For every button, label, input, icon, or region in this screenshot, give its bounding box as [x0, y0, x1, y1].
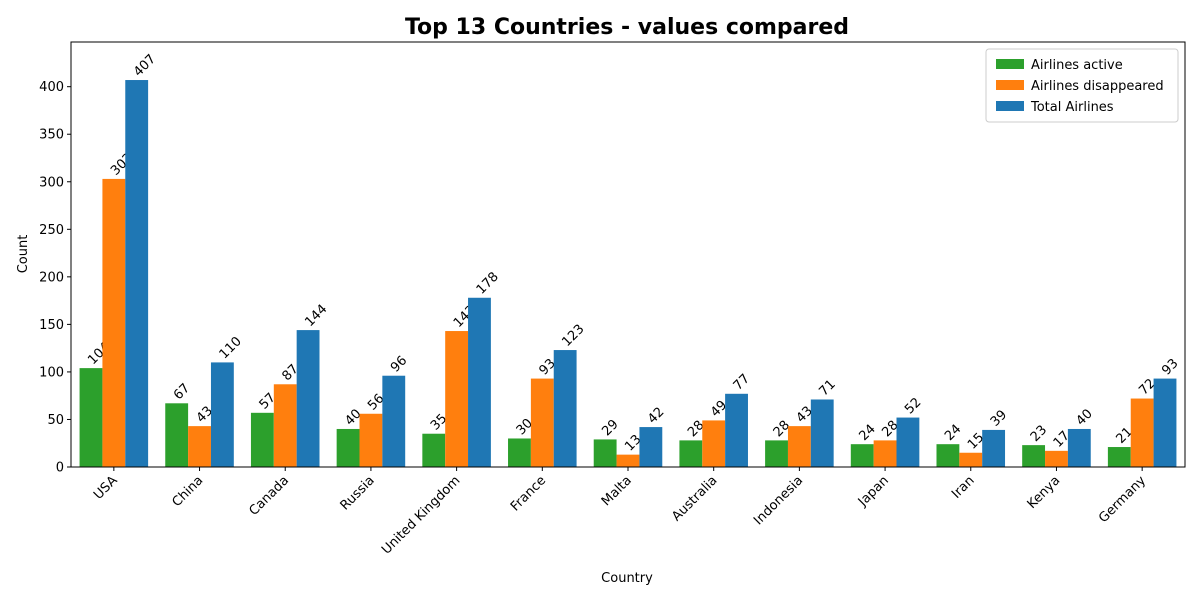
x-tick-label: Canada: [246, 473, 292, 519]
data-label: 123: [559, 322, 587, 350]
y-tick-label: 200: [39, 270, 64, 285]
data-label: 23: [1028, 423, 1050, 445]
x-axis-label: Country: [601, 571, 653, 586]
y-tick-label: 300: [39, 175, 64, 190]
x-tick-label: France: [508, 473, 549, 514]
bar: [273, 384, 297, 467]
bar: [936, 444, 960, 467]
x-tick-label: United Kingdom: [379, 473, 463, 557]
bar: [553, 350, 577, 467]
x-tick-label: Malta: [599, 473, 635, 509]
bar: [445, 331, 469, 467]
y-tick-label: 250: [39, 223, 64, 238]
bar: [873, 440, 897, 467]
y-tick-label: 400: [39, 80, 64, 95]
data-label: 144: [302, 302, 330, 330]
data-label: 29: [599, 417, 621, 439]
bar: [765, 440, 788, 467]
legend-label: Total Airlines: [1030, 100, 1114, 115]
x-tick-label: Kenya: [1025, 473, 1064, 512]
bar: [250, 412, 274, 467]
data-label: 407: [131, 52, 159, 80]
bar: [1022, 445, 1046, 467]
bar: [210, 362, 234, 467]
bar: [336, 428, 360, 467]
x-axis: USA China Canada Russia United Kingdom France…: [91, 467, 1149, 558]
bar: [79, 368, 103, 467]
bar: [850, 444, 874, 467]
y-tick-label: 50: [47, 413, 64, 428]
bar: [530, 378, 554, 467]
bar: [125, 80, 149, 467]
plot-area: 1043034076743110578714440569635143178309…: [70, 41, 1186, 468]
bar: [1045, 450, 1068, 467]
y-tick-label: 150: [39, 318, 64, 333]
legend-label: Airlines disappeared: [1031, 79, 1164, 94]
x-tick-label: Russia: [338, 473, 378, 513]
bar: [1107, 447, 1131, 467]
bar: [616, 454, 640, 467]
y-tick-label: 0: [56, 461, 64, 476]
data-label: 96: [388, 353, 410, 375]
x-tick-label: Iran: [949, 473, 978, 502]
legend-box: [985, 48, 1179, 123]
bar: [1067, 428, 1091, 467]
x-tick-label: Japan: [855, 473, 892, 510]
y-axis-label: Count: [16, 235, 31, 274]
bar: [422, 433, 446, 467]
bar: [725, 393, 748, 467]
x-tick-label: Indonesia: [751, 473, 806, 528]
data-label: 110: [217, 334, 245, 362]
data-label: 93: [1159, 356, 1181, 378]
legend-swatch: [996, 59, 1024, 69]
bar: [165, 403, 189, 467]
bar: [959, 452, 983, 467]
bar: [468, 297, 491, 467]
data-label: 77: [731, 371, 753, 393]
legend-swatch: [996, 101, 1024, 111]
legend-swatch: [996, 80, 1024, 90]
bar: [639, 427, 663, 467]
bar: [382, 375, 406, 467]
x-tick-label: USA: [91, 473, 121, 503]
bar: [359, 413, 383, 467]
y-tick-label: 100: [39, 365, 64, 380]
bar: [787, 426, 811, 467]
x-tick-label: Germany: [1096, 473, 1149, 526]
data-label: 40: [1074, 406, 1096, 428]
data-label: 71: [816, 377, 838, 399]
data-label: 178: [474, 269, 502, 297]
chart-title: Top 13 Countries - values compared: [405, 15, 849, 40]
bar: [896, 417, 920, 467]
data-label: 24: [942, 422, 964, 444]
bar: [679, 440, 703, 467]
legend: Airlines active Airlines disappeared Total…: [985, 48, 1179, 123]
x-tick-label: Australia: [669, 473, 720, 524]
bar: [593, 439, 617, 467]
data-label: 52: [902, 395, 924, 417]
y-axis: 0 50 100 150 200 250 300 350 400: [39, 80, 71, 476]
bar: [296, 330, 320, 467]
bar: [188, 426, 211, 467]
bar: [508, 438, 531, 467]
x-tick-label: China: [169, 473, 206, 510]
bar: [102, 178, 126, 467]
y-tick-label: 350: [39, 128, 64, 143]
bar: [1130, 398, 1154, 467]
bar: [810, 399, 834, 467]
legend-label: Airlines active: [1031, 58, 1123, 73]
bar: [1153, 378, 1177, 467]
bar: [982, 429, 1006, 467]
data-label: 39: [988, 407, 1010, 429]
bar: [702, 420, 726, 467]
data-label: 42: [645, 405, 667, 427]
data-label: 67: [171, 381, 193, 403]
